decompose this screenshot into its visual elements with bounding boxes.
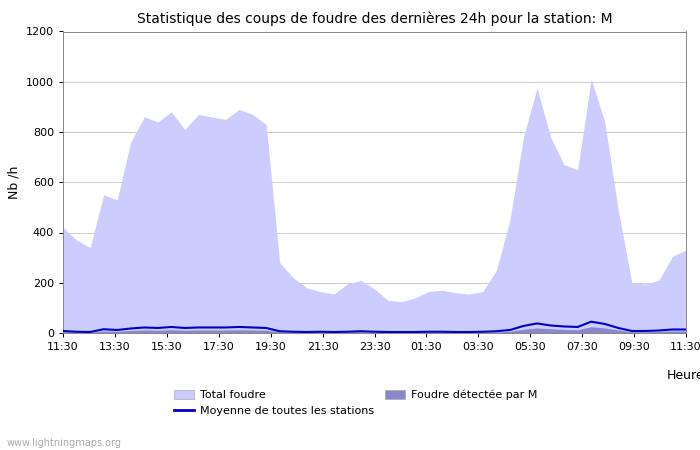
Legend: Total foudre, Moyenne de toutes les stations, Foudre détectée par M: Total foudre, Moyenne de toutes les stat…: [174, 390, 537, 416]
Title: Statistique des coups de foudre des dernières 24h pour la station: M: Statistique des coups de foudre des dern…: [136, 12, 612, 26]
X-axis label: Heure: Heure: [667, 369, 700, 382]
Y-axis label: Nb /h: Nb /h: [7, 166, 20, 199]
Text: www.lightningmaps.org: www.lightningmaps.org: [7, 438, 122, 448]
